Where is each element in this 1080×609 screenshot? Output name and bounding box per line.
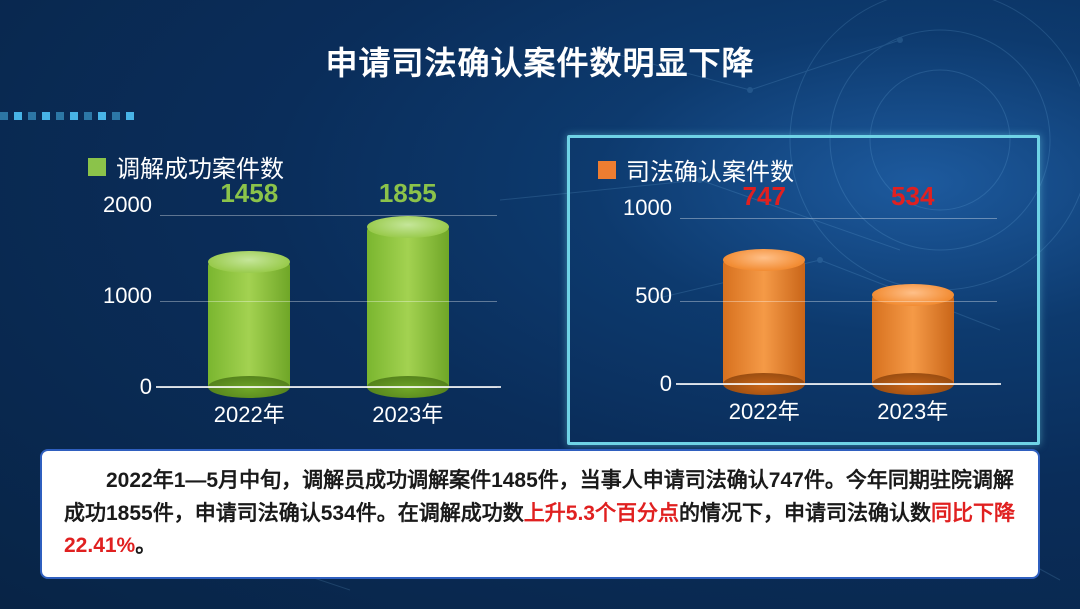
- gridline: [680, 301, 997, 302]
- plot-left: 010002000 14581855: [160, 215, 497, 387]
- x-labels-left: 2022年 2023年: [160, 397, 497, 429]
- gridline: [160, 387, 497, 388]
- legend-swatch-left: [88, 158, 106, 176]
- charts-row: 调解成功案件数 010002000 14581855 2022年2023年 司法…: [60, 135, 1040, 445]
- bar-value-label: 1458: [220, 178, 278, 209]
- chart-judicial-confirmation: 司法确认案件数 05001000 747534 2022年2023年: [567, 135, 1040, 445]
- y-tick: 0: [82, 374, 152, 400]
- plot-right: 05001000 747534: [680, 218, 997, 384]
- y-tick: 500: [602, 283, 672, 309]
- y-tick: 2000: [82, 192, 152, 218]
- gridline: [680, 384, 997, 385]
- bar-value-label: 534: [891, 181, 934, 212]
- gridline: [160, 215, 497, 216]
- gridline: [680, 218, 997, 219]
- accent-dots: [0, 112, 134, 120]
- x-labels-right: 2022年 2023年: [680, 394, 997, 426]
- bar-value-label: 1855: [379, 178, 437, 209]
- chart-mediation-success: 调解成功案件数 010002000 14581855 2022年2023年: [60, 135, 527, 445]
- desc-seg2: 的情况下，申请司法确认数: [679, 502, 931, 525]
- y-axis-left: 010002000: [82, 205, 152, 387]
- legend-swatch-right: [598, 161, 616, 179]
- x-tick-label: 2022年: [719, 394, 809, 426]
- page-title: 申请司法确认案件数明显下降: [0, 0, 1080, 84]
- gridline: [160, 301, 497, 302]
- description-box: 2022年1—5月中旬，调解员成功调解案件1485件，当事人申请司法确认747件…: [40, 449, 1040, 579]
- y-tick: 0: [602, 371, 672, 397]
- x-tick-label: 2022年: [204, 397, 294, 429]
- desc-seg3: 。: [135, 534, 156, 557]
- y-tick: 1000: [82, 283, 152, 309]
- x-tick-label: 2023年: [363, 397, 453, 429]
- bar-value-label: 747: [743, 181, 786, 212]
- y-tick: 1000: [602, 195, 672, 221]
- desc-highlight-1: 上升5.3个百分点: [524, 502, 679, 525]
- y-axis-right: 05001000: [602, 208, 672, 384]
- x-tick-label: 2023年: [868, 394, 958, 426]
